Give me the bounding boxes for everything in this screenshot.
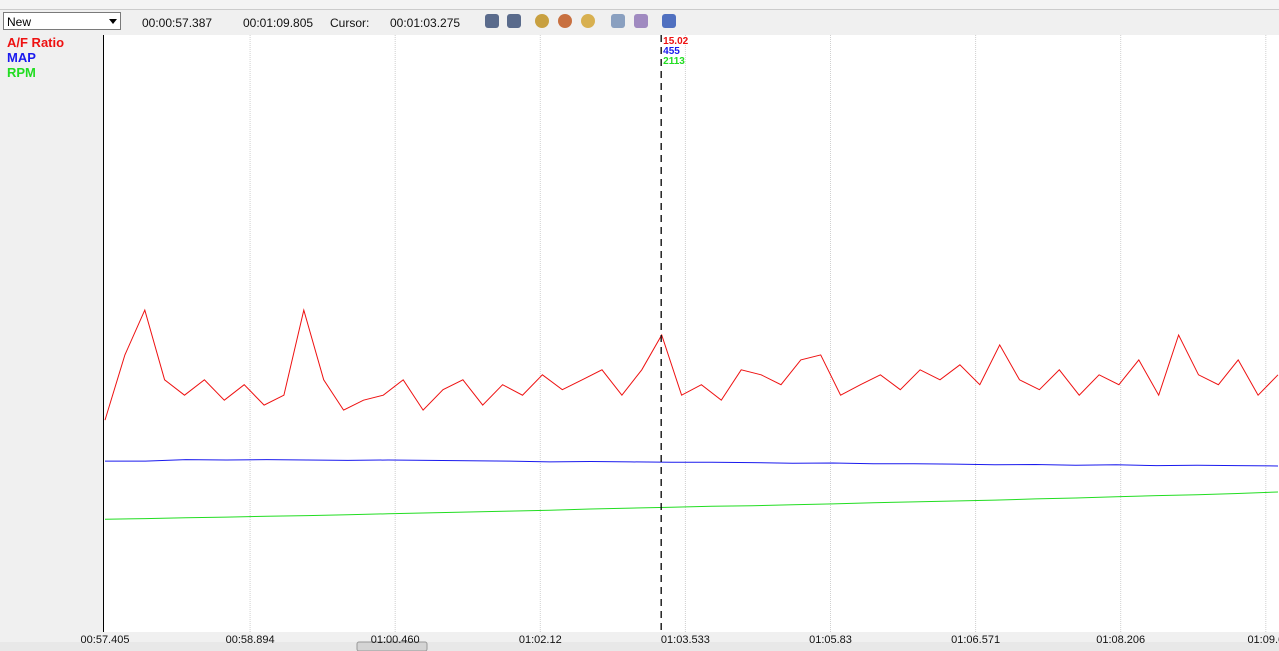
- cursor-value: 2113: [663, 56, 685, 67]
- chart: 00:57.405 00:58.894 01:00.460 01:02.12 01:03…: [0, 35, 1279, 651]
- legend-entry: MAP: [7, 50, 36, 65]
- legend-entry: A/F Ratio: [7, 35, 64, 50]
- chart-button[interactable]: [662, 14, 676, 28]
- zoom-fit-button[interactable]: [581, 14, 595, 28]
- series-line: [105, 459, 1279, 467]
- x-tick-label: 01:05.83: [809, 634, 852, 646]
- align-right-button[interactable]: [507, 14, 521, 28]
- toolbar: New 00:00:57.387 00:01:09.805 Cursor: 00…: [0, 10, 1279, 35]
- zoom-out-button[interactable]: [558, 14, 572, 28]
- x-tick-label: 00:57.405: [81, 634, 130, 646]
- cursor-value: 15.02: [663, 36, 688, 47]
- align-left-button[interactable]: [485, 14, 499, 28]
- marker-remove-button[interactable]: [634, 14, 648, 28]
- series-line: [104, 491, 1279, 520]
- cursor-label: Cursor:: [330, 16, 370, 30]
- x-tick-label: 00:58.894: [226, 634, 275, 646]
- x-tick-label: 01:00.460: [371, 634, 420, 646]
- start-time: 00:00:57.387: [142, 16, 213, 30]
- dropdown-arrow: [109, 19, 117, 24]
- marker-button[interactable]: [611, 14, 625, 28]
- x-tick-label: 01:03.533: [661, 634, 710, 646]
- x-tick-label: 01:02.12: [519, 634, 562, 646]
- x-tick-label: 01:08.206: [1096, 634, 1145, 646]
- x-tick-label: 01:09.6: [1247, 634, 1279, 646]
- dropdown-text: New: [7, 15, 32, 29]
- end-time: 00:01:09.805: [243, 16, 314, 30]
- cursor-value: 455: [663, 46, 680, 57]
- series-line: [104, 308, 1279, 421]
- cursor-time: 00:01:03.275: [390, 16, 461, 30]
- legend-panel: [0, 35, 103, 631]
- x-tick-label: 01:06.571: [951, 634, 1000, 646]
- dropdown[interactable]: New: [3, 12, 121, 30]
- scrollbar[interactable]: [0, 642, 1279, 651]
- zoom-in-button[interactable]: [535, 14, 549, 28]
- legend-entry: RPM: [7, 65, 36, 80]
- menu-strip: [0, 0, 1279, 10]
- plot-area: [103, 35, 1279, 632]
- scroll-thumb[interactable]: [356, 641, 428, 651]
